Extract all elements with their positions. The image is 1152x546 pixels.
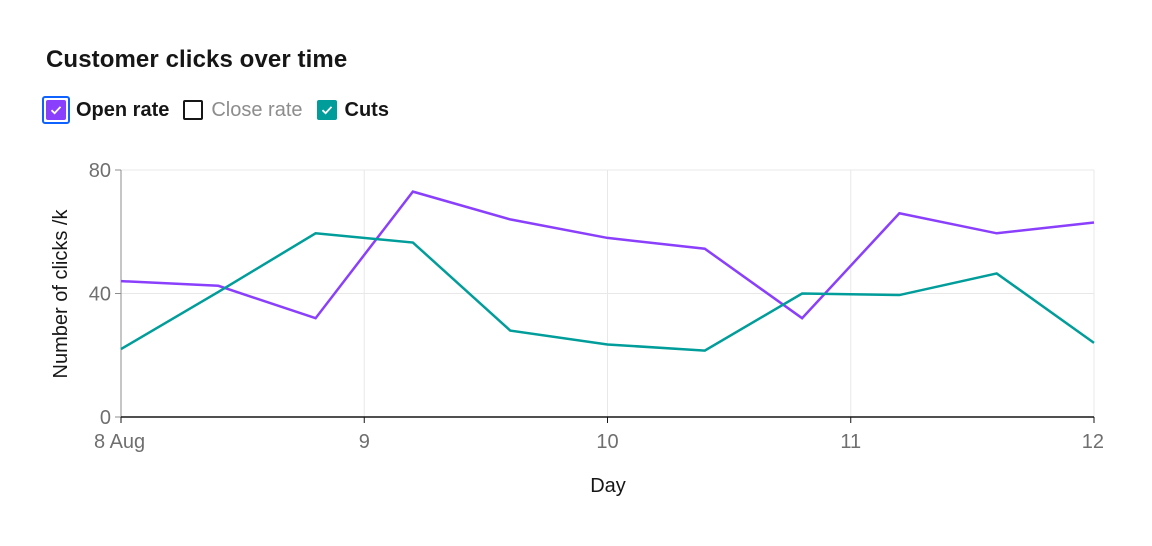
chart-title: Customer clicks over time: [46, 46, 348, 73]
series-line-open-rate: [120, 190, 1095, 320]
x-axis-title: Day: [590, 475, 626, 497]
legend-label-close-rate: Close rate: [211, 98, 303, 121]
legend-item-close-rate[interactable]: Close rate: [183, 98, 303, 122]
ticks: 0 40 80 8 Aug 9 10 11 12: [89, 160, 1104, 453]
x-tick-label: 12: [1082, 431, 1104, 453]
x-tick-label: 10: [596, 431, 618, 453]
checkbox-checked-icon[interactable]: [46, 100, 66, 120]
legend-label-open-rate: Open rate: [76, 98, 170, 121]
checkbox-unchecked-icon[interactable]: [183, 100, 204, 120]
series-lines: [120, 190, 1095, 352]
y-tick-label: 40: [89, 284, 111, 306]
focus-ring: [42, 96, 70, 124]
y-axis-title: Number of clicks /k: [50, 209, 72, 379]
legend-item-open-rate[interactable]: Open rate: [42, 96, 169, 124]
series-line-cuts: [120, 232, 1095, 352]
checkbox-checked-icon[interactable]: [316, 100, 337, 120]
legend-label-cuts: Cuts: [344, 98, 389, 121]
grid: [121, 169, 1095, 417]
x-tick-label: 9: [359, 431, 370, 453]
legend: Open rate Close rate Cuts: [42, 94, 403, 126]
y-tick-label: 0: [100, 407, 111, 429]
legend-item-cuts[interactable]: Cuts: [316, 98, 389, 122]
y-tick-label: 80: [89, 160, 111, 182]
x-tick-label: 11: [840, 431, 861, 453]
x-tick-label: 8 Aug: [94, 431, 145, 453]
